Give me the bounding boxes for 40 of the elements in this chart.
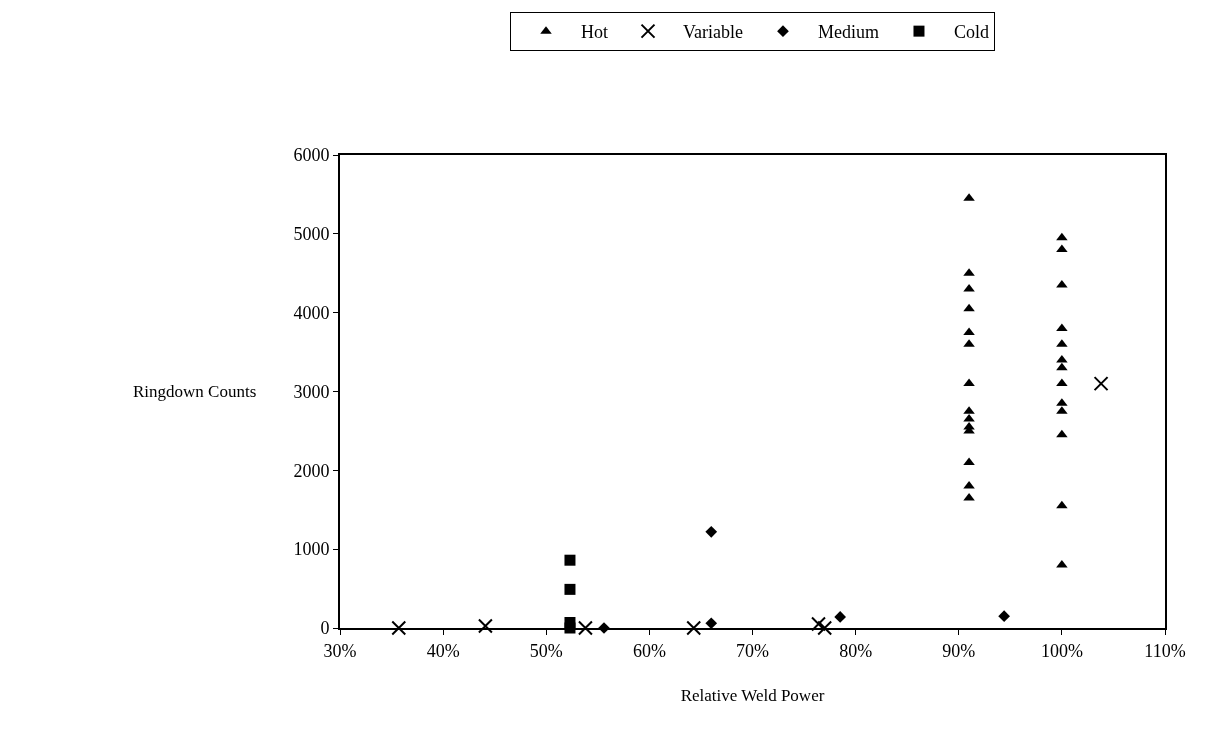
x-tick-label: 60% xyxy=(632,640,666,661)
x-tick-label: 70% xyxy=(736,640,769,661)
point xyxy=(1093,376,1109,392)
x-tick-label: 90% xyxy=(942,640,976,661)
point xyxy=(1056,378,1068,387)
point xyxy=(963,303,975,312)
point xyxy=(564,583,576,595)
point xyxy=(577,620,593,636)
y-tick-label: 6000 xyxy=(293,145,330,166)
x-tick-label: 30% xyxy=(323,640,357,661)
legend-label: Medium xyxy=(817,22,879,43)
y-tick-label: 2000 xyxy=(293,460,330,481)
x-tick-label: 100% xyxy=(1040,640,1083,661)
x-tick-label: 80% xyxy=(839,640,873,661)
point xyxy=(963,378,975,387)
x-tick-label: 110% xyxy=(1144,640,1186,661)
legend-label: Hot xyxy=(581,22,608,43)
y-tick-label: 4000 xyxy=(293,302,330,323)
point xyxy=(1056,500,1068,509)
y-axis-title: Ringdown Counts xyxy=(133,382,257,401)
y-tick-label: 5000 xyxy=(293,224,330,245)
point xyxy=(1056,244,1068,253)
y-tick-label: 3000 xyxy=(293,381,330,402)
point xyxy=(477,618,493,634)
point xyxy=(564,554,576,566)
point xyxy=(817,620,833,636)
point xyxy=(686,620,702,636)
point xyxy=(1056,232,1068,241)
point xyxy=(811,616,826,632)
y-tick-label: 1000 xyxy=(293,539,330,560)
x-tick-label: 50% xyxy=(529,640,563,661)
x-axis-title: Relative Weld Power xyxy=(680,686,825,706)
legend-label: Variable xyxy=(683,22,743,43)
y-tick-label: 0 xyxy=(320,618,330,639)
point xyxy=(705,525,718,538)
point xyxy=(391,620,407,636)
legend-label: Cold xyxy=(953,22,989,43)
point xyxy=(834,611,847,623)
point xyxy=(998,610,1010,623)
x-tick-label: 40% xyxy=(426,640,460,661)
